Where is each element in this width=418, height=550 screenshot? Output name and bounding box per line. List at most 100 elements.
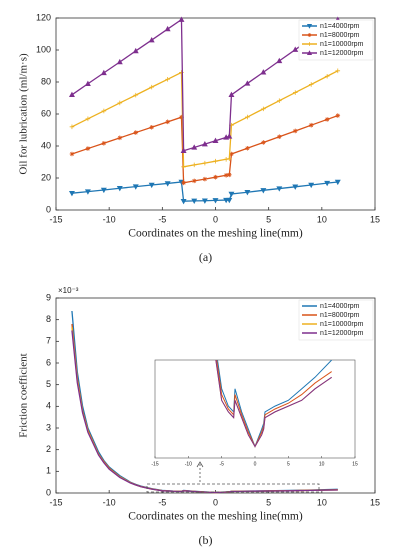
- marker: [335, 113, 341, 118]
- marker: [226, 197, 233, 204]
- marker: [292, 184, 299, 190]
- legend-label: n1=4000rpm: [320, 303, 360, 310]
- marker: [226, 133, 233, 139]
- marker: [227, 156, 232, 162]
- y-tick-label: 2: [46, 444, 51, 454]
- x-tick-label: 5: [266, 497, 271, 507]
- inset-x-tick-label: -10: [185, 461, 192, 467]
- y-tick-label: 8: [46, 314, 51, 324]
- legend-label: n1=12000rpm: [320, 330, 364, 337]
- legend-label: n1=8000rpm: [320, 32, 360, 39]
- marker: [117, 135, 123, 141]
- x-tick-label: -15: [49, 497, 62, 507]
- inset-x-tick-label: -15: [151, 461, 158, 467]
- y-tick-label: 100: [36, 44, 51, 54]
- legend-label: n1=10000rpm: [320, 41, 364, 48]
- marker: [212, 137, 219, 143]
- marker: [276, 186, 283, 192]
- y-tick-label: 6: [46, 357, 51, 367]
- marker: [324, 73, 330, 79]
- series-line: [71, 18, 339, 152]
- inset-x-tick-label: 0: [254, 461, 257, 467]
- legend-marker: [307, 33, 312, 37]
- legend-label: n1=8000rpm: [320, 312, 360, 319]
- x-tick-label: 0: [213, 214, 218, 224]
- series-line: [71, 330, 338, 494]
- marker: [308, 182, 315, 189]
- marker: [212, 198, 219, 204]
- marker: [277, 98, 282, 104]
- x-tick-label: 10: [317, 497, 327, 507]
- marker: [69, 151, 75, 157]
- marker: [149, 124, 154, 130]
- marker: [191, 198, 198, 205]
- marker: [179, 114, 184, 120]
- marker: [148, 36, 155, 43]
- marker: [324, 117, 330, 122]
- y-tick-label: 7: [46, 336, 51, 346]
- marker: [180, 147, 187, 154]
- y-exponent: ×10⁻³: [58, 286, 79, 295]
- marker: [68, 190, 75, 197]
- y-tick-label: 1: [46, 466, 51, 476]
- marker: [132, 47, 139, 54]
- marker: [276, 57, 283, 64]
- marker: [181, 180, 186, 186]
- marker: [149, 84, 154, 90]
- marker: [244, 80, 251, 86]
- inset-x-tick-label: 10: [319, 461, 325, 467]
- inset-x-tick-label: 5: [287, 461, 290, 467]
- x-tick-label: -5: [158, 497, 166, 507]
- marker: [85, 116, 91, 122]
- marker: [228, 191, 235, 198]
- marker: [261, 106, 266, 112]
- marker: [178, 16, 185, 22]
- marker: [180, 198, 187, 205]
- marker: [116, 186, 123, 192]
- y-tick-label: 0: [46, 204, 51, 214]
- marker: [245, 145, 250, 151]
- marker: [100, 187, 107, 194]
- inset-line: [215, 360, 332, 448]
- inset-area: [154, 359, 356, 459]
- x-tick-label: -5: [158, 214, 166, 224]
- marker: [229, 151, 234, 157]
- marker: [181, 164, 186, 170]
- legend-marker: [307, 42, 312, 46]
- x-tick-label: 5: [266, 214, 271, 224]
- marker: [292, 46, 299, 52]
- marker: [202, 160, 208, 166]
- marker: [191, 144, 198, 150]
- x-tick-label: -10: [103, 497, 116, 507]
- marker: [191, 178, 197, 184]
- series-line: [71, 114, 339, 184]
- marker: [261, 140, 266, 145]
- y-tick-label: 120: [36, 12, 51, 22]
- legend-marker: [306, 50, 313, 55]
- marker: [133, 130, 139, 135]
- marker: [201, 140, 208, 147]
- marker: [101, 108, 107, 114]
- marker: [223, 156, 229, 162]
- y-tick-label: 40: [41, 140, 51, 150]
- x-tick-label: -10: [103, 214, 116, 224]
- marker: [165, 76, 170, 82]
- marker: [117, 100, 123, 106]
- y-tick-label: 5: [46, 379, 51, 389]
- marker: [308, 82, 314, 87]
- marker: [308, 122, 314, 128]
- marker: [101, 140, 107, 146]
- marker: [100, 69, 107, 76]
- x-tick-label: 0: [213, 497, 218, 507]
- marker: [223, 172, 229, 178]
- marker: [68, 91, 75, 98]
- inset-x-tick-label: -5: [219, 461, 224, 467]
- marker: [228, 91, 235, 98]
- marker: [202, 176, 208, 182]
- x-axis-label: Coordinates on the meshing line(mm): [128, 511, 303, 523]
- zoom-box: [146, 483, 320, 493]
- marker: [201, 198, 208, 204]
- inset-line: [216, 360, 333, 448]
- marker: [164, 181, 171, 187]
- marker: [164, 25, 171, 32]
